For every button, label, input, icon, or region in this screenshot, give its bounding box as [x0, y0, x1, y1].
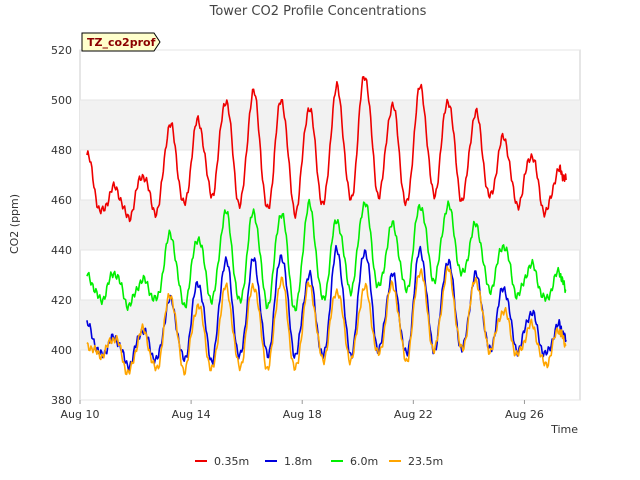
y-tick-label: 440	[51, 244, 72, 257]
x-tick-label: Aug 14	[172, 408, 211, 421]
y-tick-label: 460	[51, 194, 72, 207]
x-tick-label: Aug 10	[61, 408, 100, 421]
series-lines	[86, 76, 567, 376]
chart-title: Tower CO2 Profile Concentrations	[209, 4, 427, 19]
site-badge: TZ_co2prof	[81, 32, 161, 52]
legend-label: 23.5m	[408, 455, 443, 468]
x-tick-label: Aug 26	[505, 408, 544, 421]
y-tick-label: 380	[51, 394, 72, 407]
legend: 0.35m 1.8m 6.0m 23.5m	[195, 455, 443, 468]
x-axis-label: Time	[550, 423, 578, 436]
site-badge-text: TZ_co2prof	[87, 36, 156, 49]
site-badge-box	[81, 32, 161, 52]
x-tick-labels: Aug 10 Aug 14 Aug 18 Aug 22 Aug 26	[61, 400, 544, 421]
y-tick-label: 480	[51, 144, 72, 157]
y-tick-label: 420	[51, 294, 72, 307]
x-tick-label: Aug 22	[394, 408, 433, 421]
series-line-6.0m	[86, 198, 567, 312]
grid-band	[80, 200, 580, 250]
series-line-23.5m	[86, 265, 567, 376]
y-tick-label: 500	[51, 94, 72, 107]
y-grid	[80, 49, 580, 401]
legend-label: 1.8m	[284, 455, 312, 468]
legend-label: 0.35m	[214, 455, 249, 468]
legend-label: 6.0m	[350, 455, 378, 468]
y-tick-label: 400	[51, 344, 72, 357]
y-axis-label: CO2 (ppm)	[8, 194, 21, 254]
series-line-0.35m	[86, 76, 567, 223]
y-tick-label: 520	[51, 44, 72, 57]
y-tick-labels: 380 400 420 440 460 480 500 520	[51, 44, 72, 407]
x-tick-label: Aug 18	[283, 408, 322, 421]
